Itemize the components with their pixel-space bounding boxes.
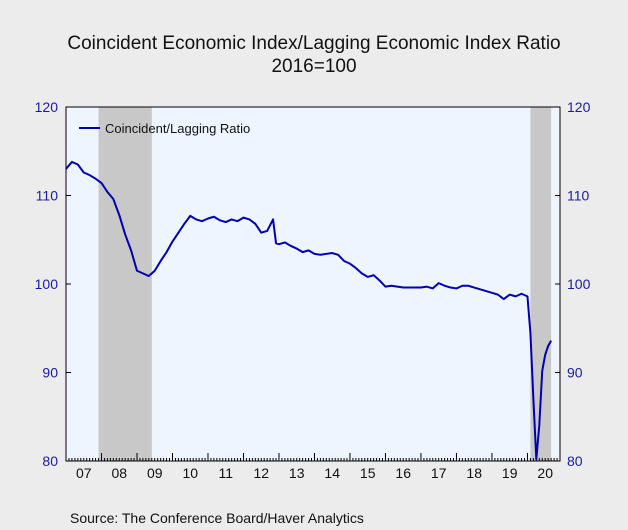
y-tick-label-right-80: 80 [567, 453, 583, 469]
legend: Coincident/Lagging Ratio [79, 121, 250, 136]
axes: 80 80 90 90 100 100 110 110 120 120 07 08 09 10 11 12 13… [35, 99, 591, 481]
source-note: Source: The Conference Board/Haver Analy… [70, 510, 364, 526]
x-tick-label-15: 15 [360, 465, 376, 481]
x-tick-label-12: 12 [253, 465, 269, 481]
recession-bands [98, 107, 552, 461]
x-tick-label-14: 14 [324, 465, 340, 481]
y-tick-label-left-90: 90 [42, 365, 58, 381]
x-tick-label-18: 18 [466, 465, 482, 481]
x-tick-label-17: 17 [431, 465, 447, 481]
x-tick-label-09: 09 [147, 465, 163, 481]
chart-title: Coincident Economic Index/Lagging Econom… [67, 33, 561, 54]
y-tick-label-right-100: 100 [567, 276, 591, 292]
series-layer [65, 160, 553, 461]
x-tick-label-20: 20 [537, 465, 553, 481]
y-tick-label-right-90: 90 [567, 365, 583, 381]
y-tick-label-left-110: 110 [36, 188, 59, 204]
legend-label: Coincident/Lagging Ratio [105, 121, 250, 136]
y-tick-label-left-100: 100 [35, 276, 59, 292]
x-tick-label-13: 13 [289, 465, 305, 481]
x-tick-label-11: 11 [218, 465, 233, 481]
recession-band-1 [98, 107, 152, 461]
x-tick-label-10: 10 [182, 465, 198, 481]
x-tick-label-19: 19 [502, 465, 518, 481]
y-tick-label-right-120: 120 [567, 99, 591, 115]
y-tick-label-left-80: 80 [42, 453, 58, 469]
x-tick-label-07: 07 [76, 465, 92, 481]
y-tick-label-left-120: 120 [35, 99, 59, 115]
series-line-1 [65, 160, 553, 461]
y-tick-label-right-110: 110 [567, 188, 590, 204]
x-tick-label-16: 16 [395, 465, 411, 481]
x-tick-label-08: 08 [111, 465, 127, 481]
chart-subtitle: 2016=100 [271, 56, 357, 77]
recession-band-2 [530, 107, 552, 461]
